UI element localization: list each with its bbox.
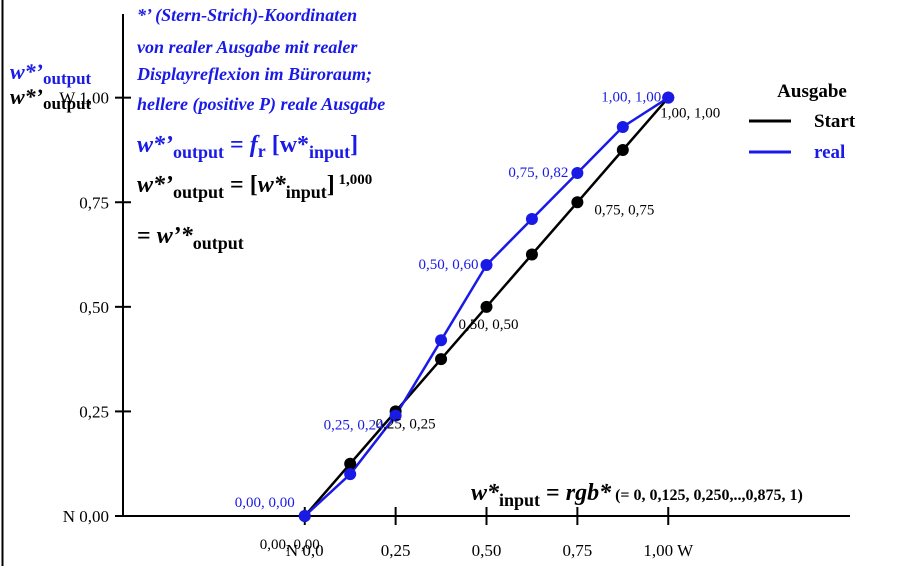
formula-equals: = w’*output [137, 223, 244, 253]
data-label: 0,25, 0,24 [324, 418, 385, 434]
data-label: 0,00, 0,00 [260, 537, 320, 553]
data-label: 0,50, 0,50 [459, 317, 519, 333]
data-point-real [435, 334, 448, 347]
data-point-real [344, 468, 357, 481]
y-tick-label: 0,25 [79, 402, 109, 421]
data-point-real [662, 91, 675, 104]
description-block: *’ (Stern-Strich)-Koordinaten von realer… [136, 5, 385, 115]
x-tick-label: 0,75 [563, 541, 593, 560]
y-axis-label-black: w*’output [10, 84, 92, 113]
data-point-start [616, 143, 629, 156]
data-label: 1,00, 1,00 [601, 90, 661, 106]
data-point-start [571, 196, 584, 209]
y-tick-label: 0,75 [79, 193, 109, 212]
axes: N 0,0 0,25 0,50 0,75 1,00 W N 0,00 0,25 0,50 0,7… [59, 14, 850, 560]
formula-power: w*’output = [w*input] 1,000 [137, 172, 372, 202]
data-point-start [525, 248, 538, 261]
data-label: 0,50, 0,60 [419, 257, 479, 273]
y-tick-label: 0,50 [79, 298, 109, 317]
x-tick-label: 0,50 [472, 541, 502, 560]
x-tick-label: 1,00 W [643, 541, 694, 560]
data-point-real [616, 120, 629, 133]
data-point-start [435, 353, 448, 366]
data-label: 1,00, 1,00 [660, 106, 720, 122]
data-label: 0,75, 0,82 [508, 165, 568, 181]
x-tick-label: 0,25 [381, 541, 411, 560]
point-labels: 0,00, 0,00 0,25, 0,25 0,50, 0,50 0,75, 0,75… [235, 90, 721, 553]
data-point-real [480, 259, 493, 271]
formula-fr: w*’output = fr [w*input] [137, 132, 358, 162]
description-line: *’ (Stern-Strich)-Koordinaten [137, 5, 357, 26]
data-point-real [389, 409, 402, 422]
y-tick-label: N 0,00 [63, 507, 109, 526]
series-points [298, 91, 675, 522]
legend-label-start: Start [814, 111, 856, 132]
description-line: Displayreflexion im Büroraum; [136, 64, 372, 84]
data-label: 0,75, 0,75 [594, 202, 654, 218]
legend-title: Ausgabe [777, 81, 847, 102]
data-point-real [525, 212, 538, 225]
description-line: hellere (positive P) reale Ausgabe [137, 94, 385, 115]
data-point-real [571, 166, 584, 179]
data-point-start [344, 457, 357, 470]
data-point-real [298, 510, 311, 522]
data-label: 0,25, 0,25 [376, 416, 436, 432]
y-axis-label-blue: w*’output [10, 59, 92, 88]
y-tick-label: W 1,00 [59, 89, 109, 108]
data-point-start [480, 300, 493, 313]
description-line: von realer Ausgabe mit realer [137, 37, 358, 57]
x-axis-label: w*input = rgb* (= 0, 0,125, 0,250,..,0,8… [471, 480, 803, 510]
legend: Ausgabe Start real [749, 81, 856, 163]
x-tick-label: N 0,0 [286, 541, 324, 560]
legend-label-real: real [814, 142, 845, 163]
data-label: 0,00, 0,00 [235, 495, 295, 511]
